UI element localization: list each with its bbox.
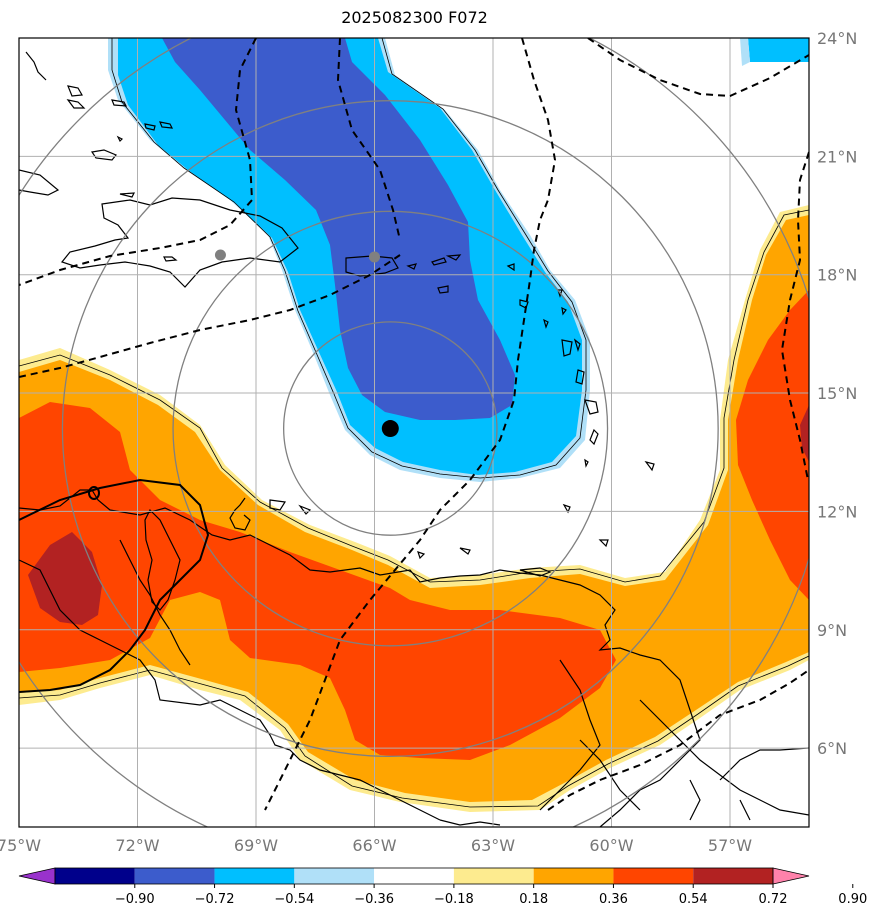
lon-label-0: 75°W <box>0 836 41 855</box>
colorbar-segment-4 <box>374 868 454 884</box>
gray-point-puerto-rico <box>369 251 380 263</box>
gray-point-hispaniola <box>214 249 226 261</box>
colorbar-tick-label-8: 0.72 <box>759 892 788 907</box>
colorbar-tick-label-9: 0.90 <box>838 892 867 907</box>
colorbar-tick-label-4: −0.18 <box>434 892 474 907</box>
lon-label-1: 72°W <box>115 836 159 855</box>
map-frame <box>18 37 810 828</box>
lon-labels: 75°W 72°W 69°W 66°W 63°W 60°W 57°W <box>0 836 752 855</box>
fill-orange-red <box>19 402 616 760</box>
map-title: 2025082300 F072 <box>341 8 488 27</box>
plot-area <box>19 38 809 827</box>
lon-label-5: 60°W <box>589 836 633 855</box>
range-ring-1 <box>172 210 609 647</box>
colorbar-extend-left <box>18 867 56 885</box>
colorbar-tick-label-5: 0.18 <box>519 892 548 907</box>
dashed-contours <box>19 38 809 811</box>
fill-royal-blue <box>162 38 515 420</box>
colorbar-segment-5 <box>453 868 534 884</box>
storm-center-marker <box>381 420 399 438</box>
colorbar-extend-right <box>772 867 810 885</box>
lat-label-1: 21°N <box>817 147 857 166</box>
lon-label-2: 69°W <box>234 836 278 855</box>
colorbar-tick-label-1: −0.72 <box>195 892 235 907</box>
lon-label-3: 66°W <box>352 836 396 855</box>
negative-shading <box>108 38 809 482</box>
colorbar-segment-3 <box>294 868 375 884</box>
coast-cuba <box>19 51 60 196</box>
colorbar-segment-0 <box>55 868 135 884</box>
fill-firebrick <box>28 532 102 625</box>
lat-labels: 24°N 21°N 18°N 15°N 12°N 9°N 6°N <box>817 29 857 758</box>
range-rings <box>19 38 809 827</box>
coast-hispaniola <box>60 197 299 288</box>
positive-outline <box>19 209 809 808</box>
lat-label-4: 12°N <box>817 502 857 521</box>
colorbar-segment-7 <box>613 868 694 884</box>
range-ring-2 <box>61 100 719 758</box>
dashed-contour-a <box>19 38 257 286</box>
lat-label-5: 9°N <box>817 621 847 640</box>
colorbar-segment-8 <box>693 868 773 884</box>
colorbar-tick-label-2: −0.54 <box>274 892 314 907</box>
colorbar: −0.90 −0.72 −0.54 −0.36 −0.18 0.18 0.36 0.54 0.7… <box>18 867 867 907</box>
dashed-contour-d <box>19 254 401 378</box>
lat-label-0: 24°N <box>817 29 857 48</box>
fill-orange-red-east <box>736 290 809 600</box>
colorbar-frame <box>54 867 774 885</box>
range-ring-0 <box>282 321 498 536</box>
solid-contour <box>19 478 210 693</box>
colorbar-segment-2 <box>214 868 295 884</box>
lon-label-6: 57°W <box>708 836 752 855</box>
lat-label-3: 15°N <box>817 384 857 403</box>
colorbar-tick-label-7: 0.54 <box>679 892 708 907</box>
colorbar-tick-label-0: −0.90 <box>115 892 155 907</box>
lat-label-2: 18°N <box>817 266 857 285</box>
dashed-contour-f <box>780 151 809 481</box>
negative-outline <box>111 38 587 479</box>
fill-deep-sky-blue-ne <box>748 38 809 62</box>
colorbar-tick-label-3: −0.36 <box>354 892 394 907</box>
colorbar-segment-6 <box>533 868 614 884</box>
markers <box>214 249 399 438</box>
dashed-contour-g <box>547 669 809 811</box>
dashed-contour-c <box>264 38 557 811</box>
gridlines <box>19 38 809 827</box>
colorbar-segment-1 <box>134 868 215 884</box>
fill-light-blue-ne <box>740 38 750 66</box>
lon-label-4: 63°W <box>471 836 515 855</box>
dashed-contour-e <box>587 38 809 98</box>
colorbar-tick-label-6: 0.36 <box>599 892 628 907</box>
lat-label-6: 6°N <box>817 739 847 758</box>
